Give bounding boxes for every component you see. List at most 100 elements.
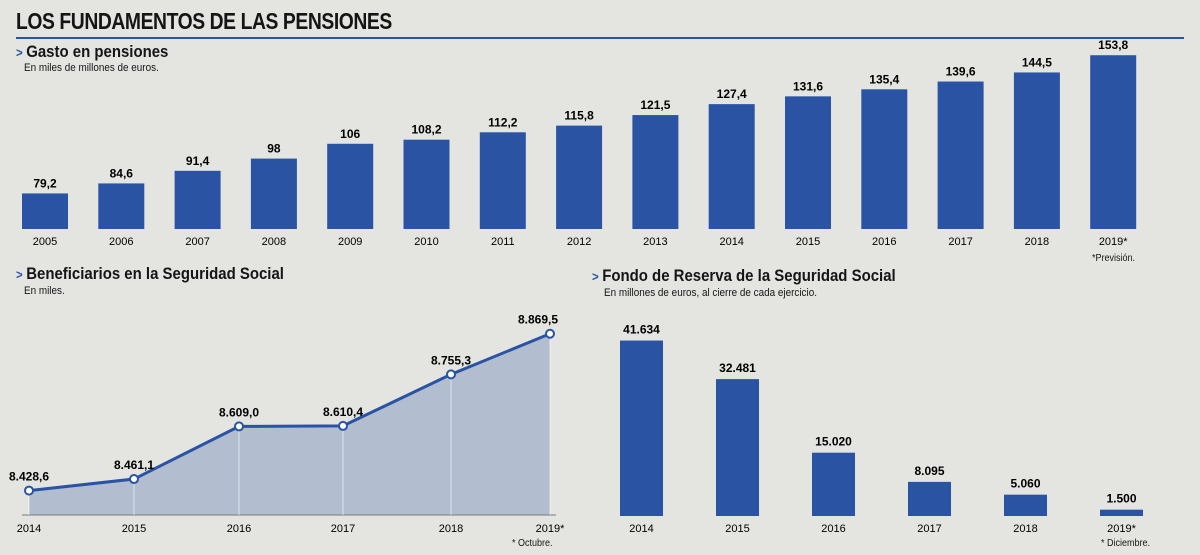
- gasto-category-label: 2019*: [1099, 236, 1128, 248]
- beneficiarios-value-label: 8.869,5: [518, 313, 558, 327]
- beneficiarios-point: [234, 421, 244, 432]
- gasto-category-label: 2007: [185, 236, 209, 248]
- fondo-value-label: 41.634: [623, 323, 660, 337]
- gasto-bar: [327, 143, 374, 229]
- fondo-bar: [1004, 494, 1047, 516]
- gasto-bar: [785, 96, 831, 229]
- beneficiarios-note: * Octubre.: [512, 538, 553, 549]
- gasto-category-label: 2016: [872, 236, 896, 248]
- gasto-value-label: 108,2: [411, 123, 441, 137]
- gasto-value-label: 115,8: [564, 109, 594, 123]
- fondo-bar: [620, 340, 663, 516]
- gasto-bar: [708, 104, 755, 229]
- gasto-bar: [403, 139, 450, 229]
- gasto-value-label: 127,4: [717, 87, 747, 101]
- fondo-value-label: 15.020: [815, 435, 852, 449]
- gasto-value-label: 84,6: [110, 166, 134, 180]
- gasto-value-label: 139,6: [946, 65, 976, 79]
- gasto-value-label: 153,8: [1098, 38, 1128, 52]
- fondo-category-label: 2016: [821, 523, 845, 535]
- fondo-title: Fondo de Reserva de la Seguridad Social: [602, 266, 896, 285]
- beneficiarios-value-label: 8.428,6: [9, 470, 49, 484]
- chevron-right-icon: >: [592, 269, 599, 284]
- beneficiarios-area: [29, 333, 550, 515]
- fondo-category-label: 2019*: [1107, 523, 1136, 535]
- gasto-category-label: 2010: [414, 236, 438, 248]
- chevron-right-icon: >: [16, 45, 23, 60]
- beneficiarios-line: [28, 332, 551, 493]
- gasto-category-label: 2008: [262, 236, 286, 248]
- gasto-category-label: 2011: [491, 236, 515, 248]
- chevron-right-icon: >: [16, 267, 23, 282]
- beneficiarios-category-label: 2017: [331, 523, 355, 535]
- fondo-value-label: 8.095: [914, 464, 944, 478]
- beneficiarios-category-label: 2019*: [536, 523, 565, 535]
- gasto-category-label: 2012: [567, 236, 591, 248]
- gasto-category-label: 2005: [33, 236, 57, 248]
- gasto-bar: [556, 125, 603, 229]
- gasto-bar: [98, 183, 145, 229]
- gasto-value-label: 106: [340, 127, 360, 141]
- fondo-bar: [716, 379, 759, 516]
- fondo-category-label: 2014: [629, 523, 653, 535]
- fondo-bar: [1100, 509, 1143, 516]
- beneficiarios-value-label: 8.609,0: [219, 405, 259, 419]
- gasto-bar: [1090, 55, 1137, 229]
- beneficiarios-point: [545, 328, 555, 339]
- gasto-subtitle: En miles de millones de euros.: [24, 62, 159, 74]
- gasto-category-label: 2017: [948, 236, 972, 248]
- gasto-bar: [479, 132, 526, 229]
- beneficiarios-value-label: 8.461,1: [114, 458, 154, 472]
- fondo-category-label: 2017: [917, 523, 941, 535]
- beneficiarios-value-label: 8.755,3: [431, 353, 471, 367]
- fondo-section-title: > Fondo de Reserva de la Seguridad Social: [592, 266, 896, 286]
- fondo-value-label: 1.500: [1106, 492, 1136, 506]
- gasto-value-label: 131,6: [793, 79, 823, 93]
- title-rule: [16, 37, 1184, 39]
- gasto-value-label: 112,2: [488, 115, 518, 129]
- gasto-bar: [632, 115, 679, 229]
- gasto-title: Gasto en pensiones: [26, 42, 169, 61]
- beneficiarios-subtitle: En miles.: [24, 285, 65, 297]
- fondo-category-label: 2015: [725, 523, 749, 535]
- gasto-value-label: 135,4: [869, 72, 899, 86]
- gasto-bar: [861, 89, 908, 229]
- gasto-category-label: 2015: [796, 236, 820, 248]
- fondo-value-label: 5.060: [1010, 477, 1040, 491]
- beneficiarios-value-label: 8.610,4: [323, 405, 363, 419]
- gasto-value-label: 91,4: [186, 154, 210, 168]
- fondo-bar: [812, 452, 855, 516]
- beneficiarios-point: [24, 485, 34, 496]
- gasto-category-label: 2006: [109, 236, 133, 248]
- gasto-value-label: 98: [267, 142, 281, 156]
- gasto-category-label: 2009: [338, 236, 362, 248]
- gasto-section-title: > Gasto en pensiones: [16, 42, 168, 62]
- gasto-bar: [22, 193, 68, 229]
- gasto-bar: [174, 170, 221, 229]
- fondo-note: * Diciembre.: [1101, 538, 1151, 549]
- beneficiarios-category-label: 2018: [439, 523, 463, 535]
- beneficiarios-category-label: 2015: [122, 523, 146, 535]
- fondo-value-label: 32.481: [719, 361, 756, 375]
- gasto-bar: [250, 158, 297, 229]
- gasto-category-label: 2018: [1025, 236, 1049, 248]
- gasto-note: *Previsión.: [1092, 253, 1136, 264]
- gasto-value-label: 144,5: [1022, 55, 1052, 69]
- beneficiarios-category-label: 2014: [17, 523, 41, 535]
- beneficiarios-point: [129, 474, 139, 485]
- gasto-value-label: 121,5: [640, 98, 670, 112]
- page-title: LOS FUNDAMENTOS DE LAS PENSIONES: [16, 8, 392, 34]
- beneficiarios-title: Beneficiarios en la Seguridad Social: [26, 264, 284, 283]
- gasto-bar: [1013, 72, 1060, 229]
- gasto-bar: [937, 81, 984, 230]
- beneficiarios-section-title: > Beneficiarios en la Seguridad Social: [16, 264, 284, 284]
- fondo-bar: [908, 481, 951, 516]
- beneficiarios-category-label: 2016: [227, 523, 251, 535]
- fondo-category-label: 2018: [1013, 523, 1037, 535]
- beneficiarios-point: [338, 420, 348, 431]
- gasto-value-label: 79,2: [33, 176, 57, 190]
- beneficiarios-point: [446, 369, 456, 380]
